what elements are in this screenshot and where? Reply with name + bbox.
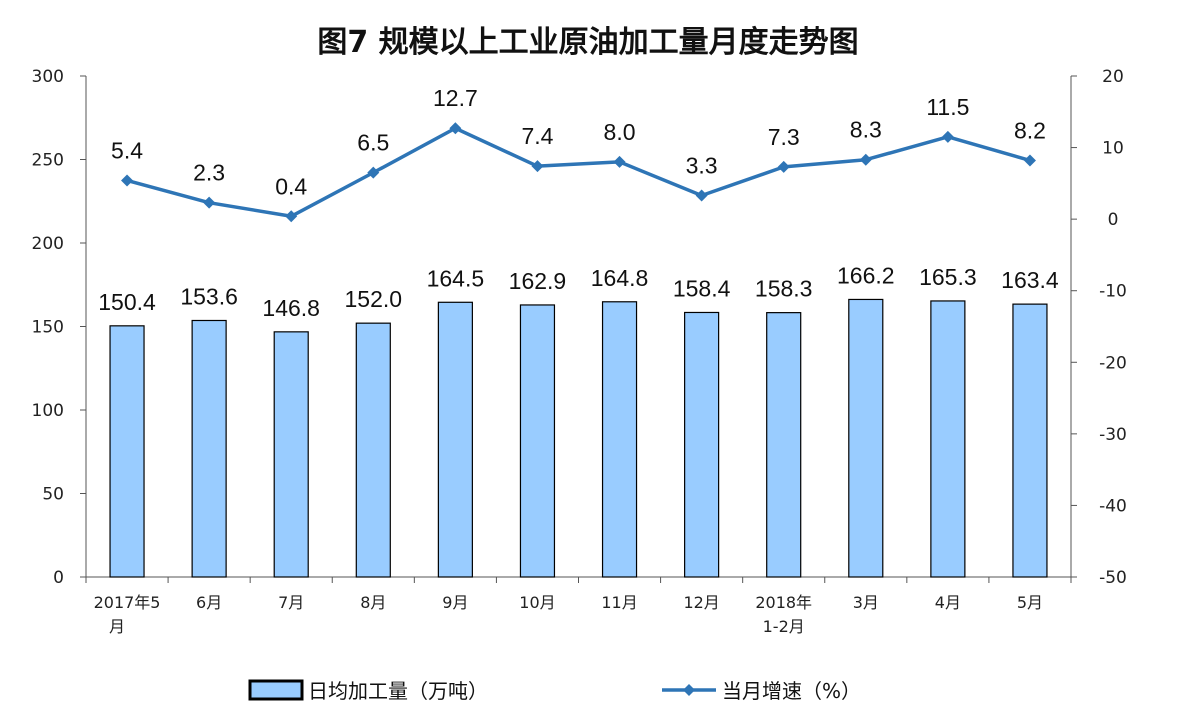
left-tick-label: 0: [53, 568, 64, 588]
x-tick-label: 12月: [683, 593, 719, 612]
line-value-label: 5.4: [111, 137, 143, 163]
line-value-label: 0.4: [275, 173, 307, 199]
bar: [437, 301, 473, 578]
bar: [191, 319, 227, 578]
x-tick-label: 1-2月: [763, 617, 805, 636]
line-point-marker: [613, 155, 626, 168]
bar-value-label: 163.4: [1001, 267, 1059, 293]
right-tick-label: -20: [1099, 353, 1127, 373]
bar: [766, 312, 802, 578]
x-tick-label: 7月: [278, 593, 304, 612]
bar: [930, 300, 966, 578]
line-value-label: 3.3: [686, 153, 718, 179]
x-tick-label: 2018年: [755, 593, 812, 612]
growth-line: [126, 126, 1031, 219]
line-point-marker: [203, 196, 216, 209]
bar: [1012, 303, 1048, 578]
bar-value-label: 158.4: [673, 275, 731, 301]
line-value-label: 11.5: [926, 94, 969, 120]
legend-bar-swatch: [248, 679, 304, 701]
x-tick-label: 6月: [196, 593, 222, 612]
bar: [355, 322, 391, 578]
line-point-marker: [531, 160, 544, 173]
line-value-label: 12.7: [433, 85, 478, 111]
legend: 日均加工量（万吨） 当月增速（%）: [248, 679, 861, 703]
right-tick-label: 10: [1102, 139, 1124, 159]
bar: [848, 298, 884, 578]
line-point-marker: [449, 122, 462, 135]
left-tick-label: 50: [42, 485, 64, 505]
line-point-marker: [859, 153, 872, 166]
right-tick-label: -30: [1099, 425, 1127, 445]
bar-value-label: 146.8: [262, 295, 320, 321]
bar: [273, 331, 309, 578]
bar-value-label: 166.2: [837, 262, 895, 288]
bar-value-label: 158.3: [755, 276, 813, 302]
bar: [109, 325, 145, 578]
x-axis-labels: 2017年5 月 6月 7月 8月 9月 10月 11月 12月 2018年 1-2月 3月 4月 5月: [94, 593, 1043, 636]
line-value-label: 8.3: [850, 117, 882, 143]
x-tick-label: 10月: [519, 593, 555, 612]
bar: [601, 301, 638, 578]
line-value-label: 6.5: [357, 130, 389, 156]
x-tick-label: 3月: [853, 593, 879, 612]
x-tick-label: 2017年5: [94, 593, 161, 612]
line-point-marker: [1023, 154, 1036, 167]
line-value-label: 7.4: [521, 123, 553, 149]
line-point-marker: [285, 210, 298, 223]
x-tick-label: 11月: [601, 593, 637, 612]
chart-title: 图7 规模以上工业原油加工量月度走势图: [317, 25, 858, 60]
left-tick-label: 300: [32, 67, 64, 87]
right-tick-label: -50: [1099, 568, 1127, 588]
right-tick-label: 0: [1108, 210, 1119, 230]
line-point-marker: [695, 189, 708, 202]
left-tick-label: 250: [32, 151, 64, 171]
bar-series: 150.4 153.6 146.8 152.0 164.5 162.9 164.8 158.4…: [98, 262, 1059, 578]
line-point-marker: [367, 166, 380, 179]
bar: [684, 311, 720, 578]
legend-line-label: 当月增速（%）: [722, 679, 861, 703]
right-tick-label: -40: [1099, 496, 1127, 516]
right-tick-label: 20: [1102, 67, 1124, 87]
bar-value-label: 165.3: [919, 264, 977, 290]
line-point-marker: [121, 174, 134, 187]
line-point-marker: [777, 160, 790, 173]
line-value-label: 8.2: [1014, 117, 1046, 143]
legend-bar-label: 日均加工量（万吨）: [308, 679, 488, 703]
line-value-label: 2.3: [193, 160, 225, 186]
line-value-label: 8.0: [604, 119, 636, 145]
x-tick-label: 8月: [360, 593, 386, 612]
bar: [519, 304, 556, 578]
axes: 0 50 100 150 200 250 300 -50 -40 -30 -20 -10 0 10 20: [32, 67, 1127, 588]
line-point-marker: [941, 130, 954, 143]
bar-value-label: 164.8: [591, 265, 649, 291]
x-tick-label: 9月: [442, 593, 468, 612]
bar-value-label: 162.9: [509, 268, 567, 294]
bar-value-label: 153.6: [180, 283, 238, 309]
bar-value-label: 164.5: [427, 265, 485, 291]
left-tick-label: 200: [32, 234, 64, 254]
bar-value-label: 150.4: [98, 289, 156, 315]
line-series: 5.4 2.3 0.4 6.5 12.7 7.4 8.0 3.3 7.3 8.3 11.5 8.2: [111, 85, 1046, 223]
x-tick-label: 4月: [935, 593, 961, 612]
x-tick-label: 5月: [1017, 593, 1043, 612]
bar-value-label: 152.0: [345, 286, 403, 312]
legend-line-marker: [683, 684, 695, 696]
x-tick-label: 月: [109, 617, 125, 636]
right-tick-label: -10: [1099, 282, 1127, 302]
left-tick-label: 100: [32, 401, 64, 421]
line-value-label: 7.3: [768, 124, 800, 150]
left-tick-label: 150: [32, 318, 64, 338]
